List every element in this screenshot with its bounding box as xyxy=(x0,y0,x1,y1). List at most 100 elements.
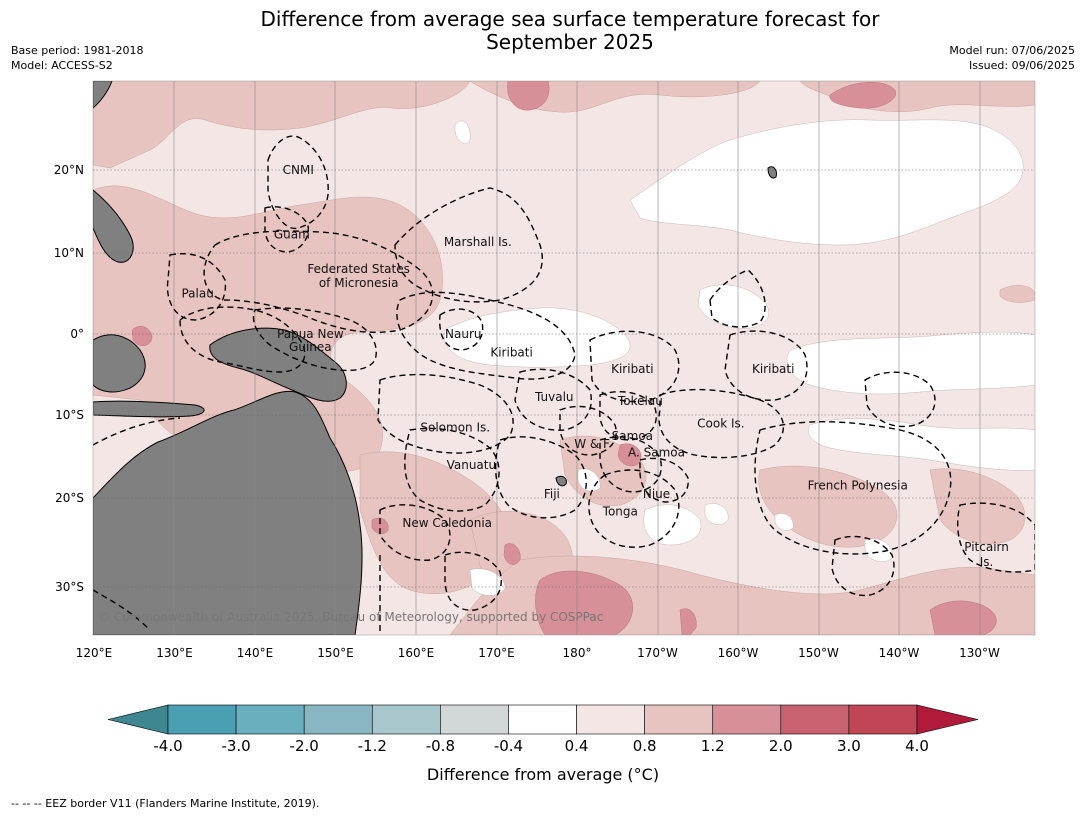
copyright-notice: © Commonwealth of Australia 2025, Bureau… xyxy=(98,610,603,624)
colorbar-segment xyxy=(780,704,850,735)
near-normal-regions xyxy=(443,119,1035,596)
right-metadata: Model run: 07/06/2025 Issued: 09/06/2025 xyxy=(949,43,1075,73)
colorbar-tick-label: -0.4 xyxy=(494,737,523,755)
colorbar-segment xyxy=(167,704,237,735)
place-label: Is. xyxy=(980,555,994,569)
colorbar-segment xyxy=(303,704,373,735)
place-label: Solomon Is. xyxy=(420,420,490,434)
place-label: Federated States xyxy=(307,262,409,276)
place-label: Samoa xyxy=(612,429,653,443)
colorbar-segment xyxy=(712,704,782,735)
base-period: Base period: 1981-2018 xyxy=(11,44,144,57)
colorbar-segment xyxy=(644,704,714,735)
fiji-islands xyxy=(555,475,567,487)
place-label: Tuvalu xyxy=(534,390,574,404)
place-label: Pitcairn xyxy=(964,540,1009,554)
longitude-label: 160°E xyxy=(398,646,435,660)
place-label: French Polynesia xyxy=(808,479,908,493)
colorbar-tick-label: 1.2 xyxy=(701,737,725,755)
eez-borders xyxy=(93,135,1035,635)
colorbar-tick-label: -1.2 xyxy=(358,737,387,755)
title-line-2: September 2025 xyxy=(486,30,654,54)
latitude-label: 30°S xyxy=(55,580,84,594)
colorbar: -4.0 -3.0 -2.0 -1.2 -0.8 -0.4 0.4 0.8 1.2 2.0 3.0 4… xyxy=(107,704,979,755)
land-masses xyxy=(93,81,777,635)
latitude-label: 20°N xyxy=(54,163,84,177)
model-run: Model run: 07/06/2025 xyxy=(949,44,1075,57)
borneo-sulawesi-landmass xyxy=(93,334,146,393)
map-frame xyxy=(92,80,1036,636)
latitude-label: 10°N xyxy=(54,246,84,260)
place-label: W & F xyxy=(574,437,610,451)
longitude-axis: 120°E 130°E 140°E 150°E 160°E 170°E 180° 170°W 1… xyxy=(76,646,1000,660)
longitude-label: 150°E xyxy=(317,646,354,660)
colorbar-segment xyxy=(235,704,305,735)
colorbar-tick-label: -3.0 xyxy=(221,737,250,755)
left-metadata: Base period: 1981-2018 Model: ACCESS-S2 xyxy=(11,43,143,73)
place-label: Kiribati xyxy=(490,346,532,360)
colorbar-segment xyxy=(440,704,509,735)
place-label: A. Samoa xyxy=(628,445,685,459)
place-label: Guinea xyxy=(289,340,332,354)
place-label: Marshall Is. xyxy=(444,235,512,249)
latitude-label: 10°S xyxy=(55,408,84,422)
colorbar-title: Difference from average (°C) xyxy=(427,765,659,784)
place-label: Tonga xyxy=(602,504,638,518)
place-label: Kiribati xyxy=(752,362,794,376)
longitude-label: 140°E xyxy=(237,646,274,660)
longitude-gridlines xyxy=(173,81,981,635)
issued-date: Issued: 09/06/2025 xyxy=(968,59,1075,72)
colorbar-max-extension xyxy=(916,704,979,735)
colorbar-segment xyxy=(848,704,918,735)
colorbar-segment xyxy=(371,704,441,735)
place-label: Guam xyxy=(274,228,310,242)
place-label: of Micronesia xyxy=(319,276,399,290)
place-label: CNMI xyxy=(283,163,314,177)
title-line-1: Difference from average sea surface temp… xyxy=(260,7,880,31)
indonesian-islands xyxy=(93,400,205,418)
latitude-label: 20°S xyxy=(55,491,84,505)
colorbar-segment xyxy=(508,704,577,735)
place-label: Tokelau xyxy=(617,394,663,408)
longitude-label: 140°W xyxy=(879,646,920,660)
place-label: Palau xyxy=(181,287,213,301)
colorbar-min-extension xyxy=(107,704,169,735)
eez-footnote: -- -- -- EEZ border V11 (Flanders Marine… xyxy=(11,797,320,810)
latitude-gridlines xyxy=(93,169,1035,588)
place-label: Cook Is. xyxy=(697,416,744,430)
new-guinea-landmass xyxy=(209,327,347,402)
longitude-label: 160°W xyxy=(718,646,759,660)
place-label: Vanuatu xyxy=(447,458,497,472)
colorbar-tick-label: -0.8 xyxy=(426,737,455,755)
longitude-label: 180° xyxy=(563,646,592,660)
colorbar-tick-label: -4.0 xyxy=(153,737,182,755)
philippines-landmass xyxy=(93,189,134,263)
longitude-label: 130°E xyxy=(156,646,193,660)
longitude-label: 170°E xyxy=(478,646,515,660)
place-label: New Caledonia xyxy=(402,516,492,530)
place-label: Fiji xyxy=(544,487,560,501)
longitude-label: 170°W xyxy=(637,646,678,660)
place-label: Niue xyxy=(643,487,670,501)
latitude-axis: 20°N 10°N 0° 10°S 20°S 30°S xyxy=(54,163,84,594)
place-label: Papua New xyxy=(277,327,344,341)
longitude-label: 150°W xyxy=(798,646,839,660)
colorbar-tick-label: 2.0 xyxy=(769,737,793,755)
latitude-label: 0° xyxy=(70,327,84,341)
australia-landmass xyxy=(93,390,363,635)
place-label: Kiribati xyxy=(611,362,653,376)
colorbar-tick-label: 0.4 xyxy=(565,737,589,755)
colorbar-tick-label: 0.8 xyxy=(633,737,657,755)
place-label: Nauru xyxy=(445,327,481,341)
longitude-label: 130°W xyxy=(959,646,1000,660)
colorbar-segment xyxy=(576,704,645,735)
model-name: Model: ACCESS-S2 xyxy=(11,59,113,72)
colorbar-tick-label: 4.0 xyxy=(905,737,929,755)
longitude-label: 120°E xyxy=(76,646,113,660)
map-title: Difference from average sea surface temp… xyxy=(0,8,1085,54)
hawaii-island xyxy=(767,166,777,179)
colorbar-tick-label: 3.0 xyxy=(837,737,861,755)
